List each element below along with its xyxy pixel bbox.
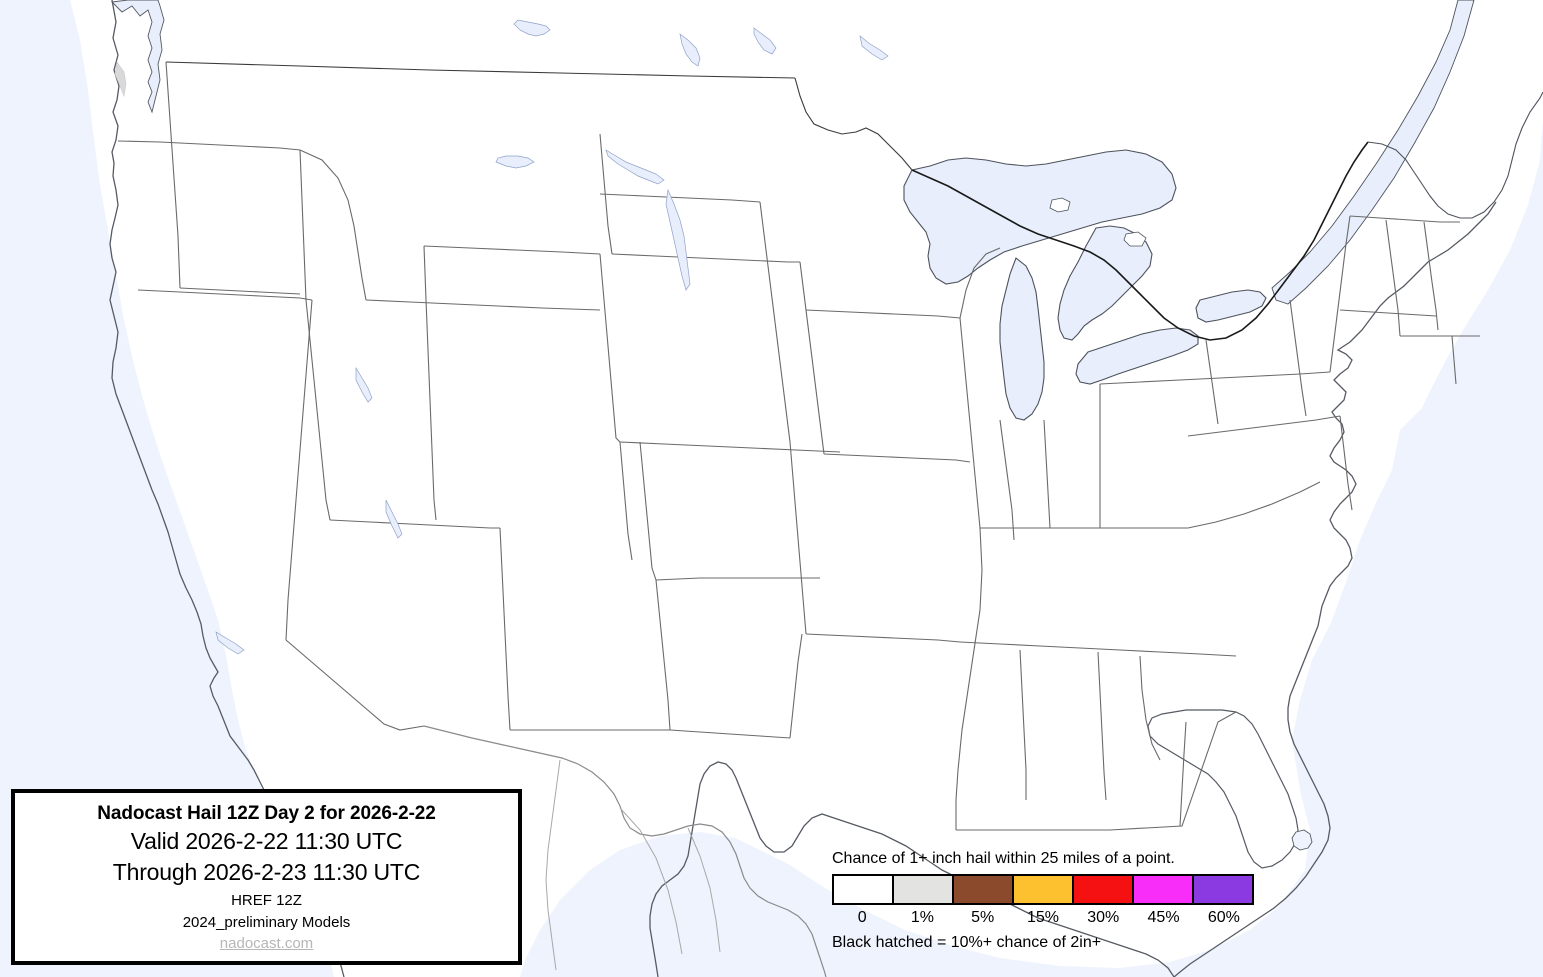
- legend-tick-5pct: 5%: [971, 909, 995, 926]
- lake-erie: [1075, 327, 1199, 385]
- legend-tick-30pct: 30%: [1087, 909, 1120, 926]
- legend-tick-0: 0: [857, 909, 867, 926]
- puget-sound-water: [111, 0, 165, 114]
- legend-color-bar: [832, 874, 1254, 905]
- source-site-link[interactable]: nadocast.com: [219, 935, 314, 952]
- valid-through-text: Through 2026-2-23 11:30 UTC: [112, 859, 421, 885]
- lake-michigan: [999, 257, 1045, 421]
- inland-water-features: [215, 19, 889, 655]
- legend-tick-45pct: 45%: [1147, 909, 1180, 926]
- valid-from-text: Valid 2026-2-22 11:30 UTC: [130, 828, 403, 854]
- forecast-title-box: Nadocast Hail 12Z Day 2 for 2026-2-22 Va…: [11, 789, 522, 965]
- us-canada-border-west: [165, 61, 796, 79]
- lake-superior: [903, 149, 1177, 285]
- us-canada-border-maine: [1367, 91, 1543, 219]
- legend-swatch-1pct: [894, 876, 954, 903]
- florida-peninsula: [1147, 709, 1299, 869]
- lake-ontario: [1195, 289, 1267, 323]
- forecast-title: Nadocast Hail 12Z Day 2 for 2026-2-22: [97, 803, 436, 824]
- legend-swatch-5pct: [954, 876, 1014, 903]
- legend-tick-60pct: 60%: [1207, 909, 1240, 926]
- us-canada-border-lakeofwoods: [794, 77, 913, 171]
- us-mexico-border: [423, 725, 827, 977]
- legend-tick-15pct: 15%: [1026, 909, 1059, 926]
- legend-hatching-note: Black hatched = 10%+ chance of 2in+: [832, 934, 1102, 951]
- atlantic-ocean-cut: [1320, 120, 1543, 977]
- gulf-coastline: [649, 761, 1175, 977]
- model-version-text: 2024_preliminary Models: [182, 914, 351, 931]
- legend-swatch-60pct: [1194, 876, 1252, 903]
- st-lawrence-river: [1271, 0, 1475, 305]
- lake-okeechobee: [1291, 829, 1313, 851]
- state-borders: [117, 61, 1480, 831]
- forecast-region-1pct: [114, 61, 127, 98]
- great-lakes-detail: [1049, 197, 1147, 247]
- legend-swatch-45pct: [1134, 876, 1194, 903]
- legend-swatch-15pct: [1014, 876, 1074, 903]
- lake-huron: [1057, 225, 1153, 341]
- legend-swatch-0: [834, 876, 894, 903]
- legend-tick-1pct: 1%: [910, 909, 934, 926]
- legend-tick-labels: 0 1% 5% 15% 30% 45% 60%: [832, 908, 1254, 928]
- atlantic-coastline: [1173, 201, 1497, 977]
- model-name-text: HREF 12Z: [231, 892, 302, 909]
- probability-legend: Chance of 1+ inch hail within 25 miles o…: [832, 849, 1256, 952]
- legend-caption: Chance of 1+ inch hail within 25 miles o…: [832, 850, 1175, 867]
- us-canada-border-east: [911, 141, 1369, 341]
- legend-swatch-30pct: [1074, 876, 1134, 903]
- mexico-state-lines: [545, 759, 721, 971]
- pacific-ocean-cut: [0, 0, 334, 977]
